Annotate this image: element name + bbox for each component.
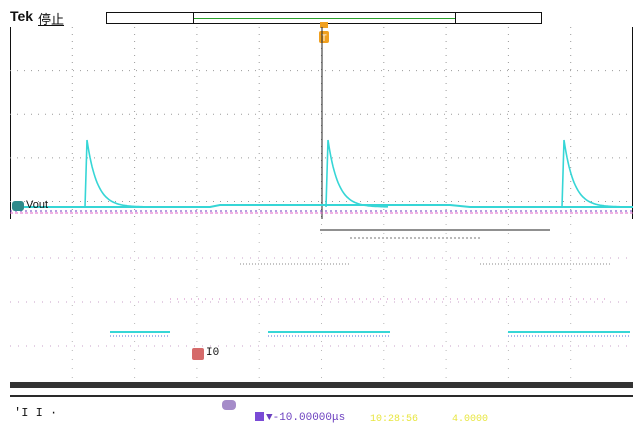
lower-waveform	[10, 224, 633, 388]
upper-waveform-screen	[10, 27, 633, 219]
channel-marker-icon[interactable]	[12, 201, 24, 211]
brand-logo: Tek	[10, 8, 34, 24]
upper-waveform	[10, 27, 633, 219]
acquisition-status: 停止	[38, 12, 65, 27]
cursor-label: I0	[206, 347, 220, 359]
channel-label: Vout	[26, 199, 49, 211]
faint-readout-2: 4.0000	[452, 414, 489, 425]
faint-readout-1: 10:28:56	[370, 414, 419, 425]
delay-value: ▼-10.00000μs	[266, 412, 346, 424]
timebase-icon[interactable]	[222, 400, 236, 410]
trigger-delay-readout[interactable]: ▼-10.00000μs	[255, 412, 345, 424]
bottom-divider	[10, 395, 633, 397]
channel-scale-readout: 'I I ·	[14, 406, 58, 420]
trigger-symbol-icon	[255, 412, 264, 421]
svg-text:T: T	[321, 33, 327, 43]
cursor-marker-icon[interactable]	[192, 348, 204, 360]
